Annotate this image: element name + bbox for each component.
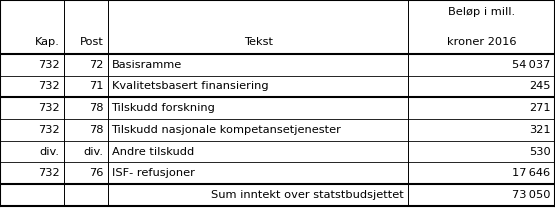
Text: 732: 732 (38, 125, 59, 135)
Text: 71: 71 (89, 81, 104, 91)
Text: 73 050: 73 050 (512, 190, 551, 200)
Text: Kap.: Kap. (34, 37, 59, 47)
Text: 732: 732 (38, 60, 59, 70)
Text: 245: 245 (529, 81, 551, 91)
Text: 732: 732 (38, 81, 59, 91)
Text: Tekst: Tekst (244, 37, 273, 47)
Text: Tilskudd forskning: Tilskudd forskning (112, 103, 215, 113)
Text: div.: div. (84, 147, 104, 157)
Text: 78: 78 (89, 125, 104, 135)
Text: Beløp i mill.: Beløp i mill. (448, 7, 515, 17)
Text: Kvalitetsbasert finansiering: Kvalitetsbasert finansiering (112, 81, 268, 91)
Text: 54 037: 54 037 (512, 60, 551, 70)
Text: 321: 321 (529, 125, 551, 135)
Text: Andre tilskudd: Andre tilskudd (112, 147, 194, 157)
Text: Tilskudd nasjonale kompetansetjenester: Tilskudd nasjonale kompetansetjenester (112, 125, 341, 135)
Text: Sum inntekt over statstbudsjettet: Sum inntekt over statstbudsjettet (211, 190, 403, 200)
Text: 76: 76 (89, 168, 104, 178)
Text: Post: Post (80, 37, 104, 47)
Text: div.: div. (39, 147, 59, 157)
Text: kroner 2016: kroner 2016 (447, 37, 516, 47)
Text: ISF- refusjoner: ISF- refusjoner (112, 168, 194, 178)
Text: 271: 271 (529, 103, 551, 113)
Text: 72: 72 (89, 60, 104, 70)
Text: 732: 732 (38, 103, 59, 113)
Text: 732: 732 (38, 168, 59, 178)
Text: 17 646: 17 646 (512, 168, 551, 178)
Text: Basisramme: Basisramme (112, 60, 182, 70)
Text: 78: 78 (89, 103, 104, 113)
Text: 530: 530 (529, 147, 551, 157)
